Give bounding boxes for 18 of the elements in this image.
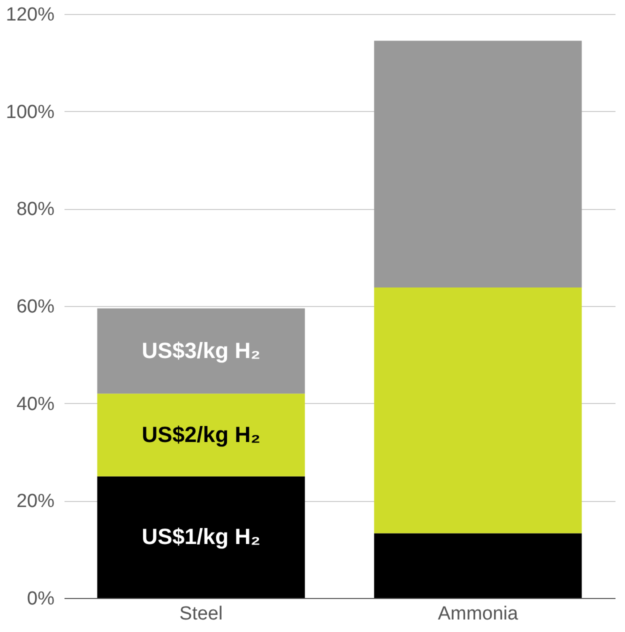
bar (374, 40, 582, 288)
bar (374, 533, 582, 598)
y-tick-label: 40% (16, 394, 55, 415)
y-tick-label: 60% (16, 296, 55, 318)
y-tick-label: 120% (6, 4, 55, 26)
y-tick-label: 20% (16, 491, 55, 512)
series-label: US$2/kg H₂ (142, 422, 260, 447)
x-tick-label: Steel (179, 604, 223, 624)
bar (97, 394, 305, 476)
series-label: US$1/kg H₂ (142, 524, 260, 550)
y-tick-label: 100% (6, 102, 55, 123)
y-tick-label: 0% (27, 588, 55, 610)
bar (97, 308, 305, 394)
bar (97, 476, 305, 598)
y-tick-label: 80% (16, 199, 55, 220)
series-label: US$3/kg H₂ (142, 338, 260, 364)
bar (374, 288, 582, 534)
x-tick-label: Ammonia (438, 604, 518, 624)
